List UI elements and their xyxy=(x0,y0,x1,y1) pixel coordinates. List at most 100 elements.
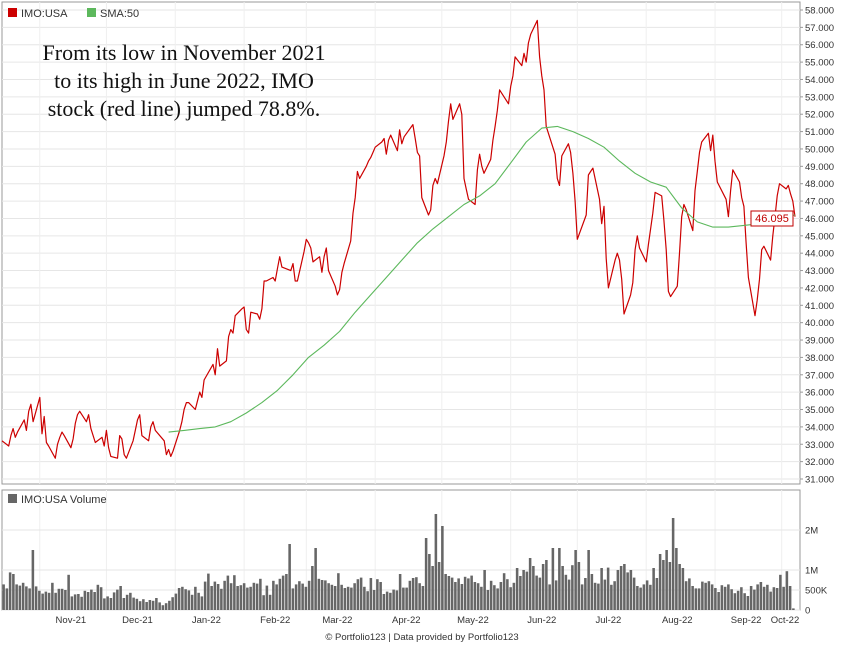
price-y-tick-label: 33.000 xyxy=(805,440,834,451)
volume-bar xyxy=(749,586,753,610)
volume-bar xyxy=(402,587,405,610)
volume-bar xyxy=(746,596,750,610)
price-y-tick-label: 37.000 xyxy=(805,370,834,381)
sma-50-line xyxy=(168,125,796,433)
price-y-tick-label: 32.000 xyxy=(805,457,834,468)
volume-bar xyxy=(174,593,178,610)
volume-bar xyxy=(411,578,415,610)
volume-bar xyxy=(340,584,343,610)
volume-bar xyxy=(528,558,532,610)
volume-bar xyxy=(2,584,5,610)
volume-bar xyxy=(730,589,733,610)
volume-bar xyxy=(194,586,197,610)
volume-bar xyxy=(25,586,28,610)
volume-bar xyxy=(327,583,330,610)
volume-bar xyxy=(486,590,490,610)
volume-bar xyxy=(385,591,389,610)
x-tick-label: Oct-22 xyxy=(771,615,800,626)
volume-bar xyxy=(135,598,139,610)
volume-bar xyxy=(83,590,87,610)
volume-bar xyxy=(389,592,392,610)
volume-bar xyxy=(5,588,9,610)
annotation-line-1: From its low in November 2021 xyxy=(43,40,326,65)
legend-swatch-sma xyxy=(87,8,96,17)
price-y-tick-label: 53.000 xyxy=(805,92,834,103)
x-axis: Nov-21 Dec-21 Jan-22 Feb-22 Mar-22 Apr-22 May-… xyxy=(56,615,800,626)
x-tick-label: Dec-21 xyxy=(122,615,153,626)
volume-bar xyxy=(353,583,356,610)
price-y-tick-label: 58.000 xyxy=(805,6,834,17)
volume-bar xyxy=(740,587,743,610)
legend-label-volume: IMO:USA Volume xyxy=(21,494,107,506)
volume-bar xyxy=(363,586,366,610)
volume-bar xyxy=(701,581,704,610)
volume-bar xyxy=(122,598,126,610)
volume-bar xyxy=(369,578,373,610)
volume-bar xyxy=(441,526,444,610)
volume-bar xyxy=(645,580,649,610)
volume-bar xyxy=(714,588,717,610)
volume-bar xyxy=(538,577,542,610)
volume-bar xyxy=(707,581,711,610)
volume-bar xyxy=(675,548,678,610)
volume-bar xyxy=(626,572,629,610)
volume-bar xyxy=(158,602,161,610)
volume-bar xyxy=(428,554,431,610)
volume-bar xyxy=(142,599,145,610)
volume-y-tick-label: 2M xyxy=(805,526,818,537)
volume-bar xyxy=(558,548,561,610)
volume-bar xyxy=(125,594,129,610)
volume-bar xyxy=(265,585,269,610)
volume-bar xyxy=(177,588,181,610)
volume-bar xyxy=(639,587,642,610)
volume-bar xyxy=(77,594,80,610)
volume-bar xyxy=(723,586,727,610)
volume-bar xyxy=(463,576,467,610)
volume-bar xyxy=(359,577,363,610)
volume-bar xyxy=(80,596,83,610)
volume-bar xyxy=(587,550,590,610)
volume-bar xyxy=(398,574,402,610)
volume-bar xyxy=(34,586,38,610)
volume-bar xyxy=(272,580,275,610)
legend-label-price: IMO:USA xyxy=(21,8,68,20)
volume-bar xyxy=(421,586,425,610)
volume-bar xyxy=(200,596,204,610)
volume-bar xyxy=(164,603,168,610)
volume-bar xyxy=(684,581,688,610)
volume-y-tick-label: 1M xyxy=(805,566,818,577)
price-gridlines xyxy=(2,2,800,484)
volume-bar xyxy=(519,576,522,610)
volume-bar xyxy=(766,584,769,610)
volume-bar xyxy=(103,598,106,610)
volume-bar xyxy=(236,586,239,610)
volume-bar xyxy=(226,575,230,610)
price-y-tick-label: 34.000 xyxy=(805,422,834,433)
volume-bar xyxy=(190,594,194,610)
volume-bar xyxy=(567,579,571,610)
volume-bar xyxy=(665,550,668,610)
volume-bar xyxy=(571,565,574,610)
volume-bar xyxy=(314,548,317,610)
volume-bar xyxy=(31,550,35,610)
volume-bar xyxy=(392,589,395,610)
volume-bar xyxy=(600,568,603,610)
volume-bar xyxy=(60,588,64,610)
price-y-tick-label: 45.000 xyxy=(805,231,834,242)
volume-bars xyxy=(2,514,795,610)
volume-bar xyxy=(96,584,100,610)
volume-bar xyxy=(112,592,116,610)
volume-bar xyxy=(629,570,633,610)
volume-bar xyxy=(753,589,756,610)
volume-bar xyxy=(779,574,782,610)
volume-y-axis: 2M 1M 500K 0 xyxy=(805,526,828,617)
price-y-tick-label: 48.000 xyxy=(805,179,834,190)
volume-bar xyxy=(590,574,594,610)
volume-bar xyxy=(788,586,792,610)
x-tick-label: Apr-22 xyxy=(392,615,421,626)
volume-bar xyxy=(330,584,334,610)
x-tick-label: Sep-22 xyxy=(731,615,762,626)
volume-bar xyxy=(106,596,109,610)
volume-bar xyxy=(671,518,675,610)
volume-bar xyxy=(90,589,93,610)
